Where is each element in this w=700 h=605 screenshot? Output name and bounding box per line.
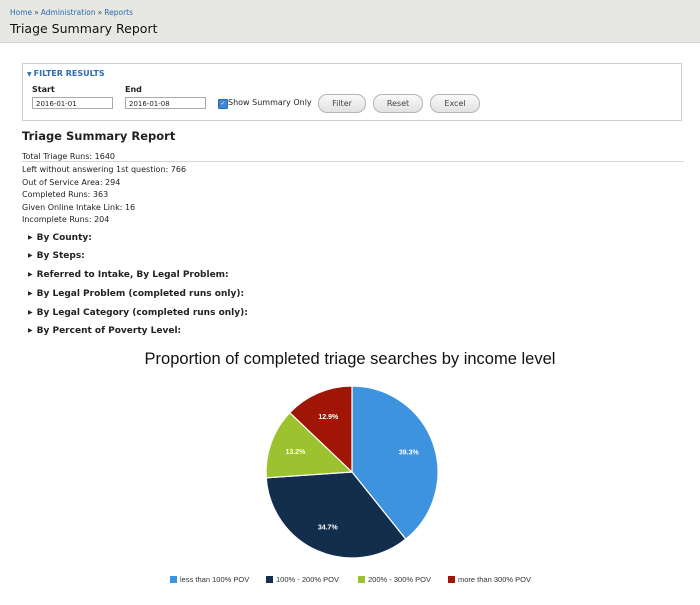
caret-right-icon: ▶ [28,252,33,259]
section-by-legal-category[interactable]: ▶ By Legal Category (completed runs only)… [28,308,248,318]
legend-swatch [170,576,177,583]
start-label: Start [32,85,55,94]
breadcrumb-separator: » [97,8,103,17]
pie-slice-label: 39.3% [399,450,420,457]
section-label: By Percent of Poverty Level: [36,326,182,336]
legend-swatch [266,576,273,583]
pie-slice [351,385,439,540]
stat-total-runs: Total Triage Runs: 1640 [22,152,115,161]
legend-label: 100% - 200% POV [276,575,339,584]
divider [22,161,684,162]
show-summary-only-label: Show Summary Only [228,98,312,107]
pie-slice [265,471,407,559]
legend-swatch [448,576,455,583]
pie-slice-label: 12.9% [318,414,339,421]
section-by-county[interactable]: ▶ By County: [28,233,92,243]
reset-button[interactable]: Reset [373,94,423,113]
legend-label: 200% - 300% POV [368,575,431,584]
breadcrumb-reports-link[interactable]: Reports [104,8,134,17]
pie-slice-label: 34.7% [318,525,339,532]
section-label: Referred to Intake, By Legal Problem: [36,270,229,280]
stat-incomplete-runs: Incomplete Runs: 204 [22,215,110,224]
filter-results-label: FILTER RESULTS [33,69,105,78]
end-label: End [125,85,142,94]
legend-swatch [358,576,365,583]
stat-out-of-service-area: Out of Service Area: 294 [22,178,121,187]
section-by-legal-problem[interactable]: ▶ By Legal Problem (completed runs only): [28,289,244,299]
excel-button[interactable]: Excel [430,94,480,113]
chart-title: Proportion of completed triage searches … [144,350,556,368]
page-title: Triage Summary Report [10,21,158,36]
section-label: By County: [36,233,92,243]
caret-right-icon: ▶ [28,290,33,297]
filter-panel: ▼ FILTER RESULTS Start 2016-01-01 End 201… [22,63,682,121]
section-by-steps[interactable]: ▶ By Steps: [28,251,85,261]
stat-left-without-answering: Left without answering 1st question: 766 [22,165,187,174]
section-label: By Steps: [36,251,85,261]
caret-right-icon: ▶ [28,309,33,316]
caret-right-icon: ▶ [28,327,33,334]
start-date-input[interactable]: 2016-01-01 [32,97,113,109]
end-date-input[interactable]: 2016-01-08 [125,97,206,109]
check-icon: ✓ [220,100,226,107]
breadcrumb-administration-link[interactable]: Administration [40,8,96,17]
breadcrumb-separator: » [34,8,39,17]
breadcrumb-home-link[interactable]: Home [10,8,33,17]
legend-label: less than 100% POV [180,575,250,584]
stat-completed-runs: Completed Runs: 363 [22,190,109,199]
report-title: Triage Summary Report [22,129,176,143]
section-label: By Legal Category (completed runs only): [36,308,248,318]
page-header: Home» Administration» Reports Triage Summa… [0,0,700,43]
stat-online-intake-link: Given Online Intake Link: 16 [22,203,136,212]
pie-slice [265,411,354,479]
pie-slice [288,385,353,474]
legend-label: more than 300% POV [458,575,531,584]
caret-right-icon: ▶ [28,234,33,241]
pie-slice-label: 13.2% [285,449,306,456]
show-summary-only-checkbox[interactable]: ✓ [218,99,228,109]
section-by-poverty-level[interactable]: ▶ By Percent of Poverty Level: [28,326,181,336]
section-label: By Legal Problem (completed runs only): [36,289,245,299]
breadcrumb: Home» Administration» Reports [10,8,133,17]
caret-right-icon: ▶ [28,271,33,278]
caret-down-icon: ▼ [27,71,32,78]
section-referred-to-intake[interactable]: ▶ Referred to Intake, By Legal Problem: [28,270,229,280]
filter-button[interactable]: Filter [318,94,366,113]
filter-results-toggle[interactable]: ▼ FILTER RESULTS [27,69,105,78]
